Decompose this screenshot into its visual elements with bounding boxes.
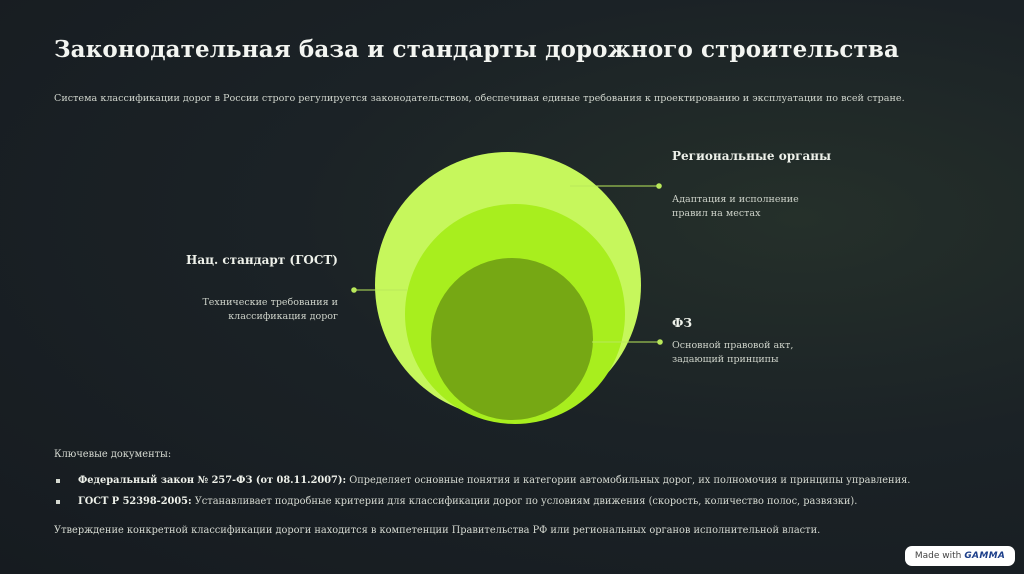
document-title: ГОСТ Р 52398-2005: bbox=[78, 496, 192, 507]
list-item: ГОСТ Р 52398-2005: Устанавливает подробн… bbox=[54, 495, 910, 516]
document-title: Федеральный закон № 257-ФЗ (от 08.11.200… bbox=[78, 475, 347, 486]
connector-dot-regional bbox=[656, 183, 662, 189]
connector-dot-fz bbox=[657, 339, 663, 345]
documents-heading: Ключевые документы: bbox=[54, 449, 172, 460]
document-description: Устанавливает подробные критерии для кла… bbox=[191, 496, 858, 507]
page-subtitle: Система классификации дорог в России стр… bbox=[54, 93, 905, 104]
page-title: Законодательная база и стандарты дорожно… bbox=[54, 36, 899, 63]
list-item: Федеральный закон № 257-ФЗ (от 08.11.200… bbox=[54, 474, 910, 495]
gamma-logo: GAMMA bbox=[964, 551, 1006, 561]
label-gost-title: Нац. стандарт (ГОСТ) bbox=[186, 253, 338, 267]
made-with-gamma-badge[interactable]: Made with GAMMA bbox=[905, 546, 1015, 566]
documents-list: Федеральный закон № 257-ФЗ (от 08.11.200… bbox=[54, 474, 910, 516]
document-description: Определяет основные понятия и категории … bbox=[346, 475, 911, 486]
bullet-icon bbox=[56, 479, 60, 483]
label-gost-desc: Технические требования и классификация д… bbox=[202, 297, 338, 322]
footer-note: Утверждение конкретной классификации дор… bbox=[54, 525, 821, 536]
connector-dot-gost bbox=[351, 287, 357, 293]
badge-prefix: Made with bbox=[914, 551, 962, 561]
inner-circle-fz bbox=[431, 258, 593, 420]
label-regional-title: Региональные органы bbox=[672, 149, 832, 163]
label-fz-desc: Основной правовой акт, задающий принципы bbox=[672, 340, 794, 365]
label-fz-title: ФЗ bbox=[672, 316, 693, 330]
bullet-icon bbox=[56, 500, 60, 504]
label-regional-desc: Адаптация и исполнение правил на местах bbox=[672, 194, 799, 219]
